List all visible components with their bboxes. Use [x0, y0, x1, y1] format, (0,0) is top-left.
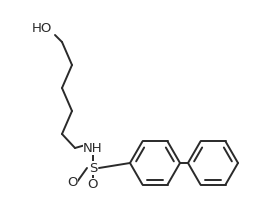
Text: NH: NH [83, 141, 103, 154]
Text: O: O [67, 176, 77, 189]
Text: S: S [89, 162, 97, 175]
Text: O: O [88, 178, 98, 191]
Text: HO: HO [32, 21, 52, 34]
